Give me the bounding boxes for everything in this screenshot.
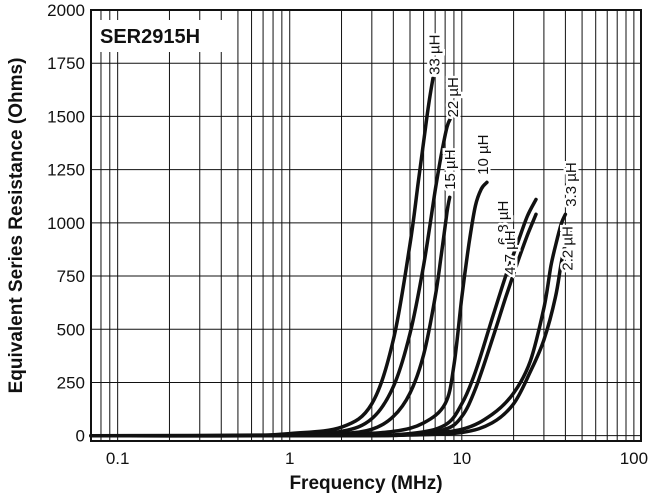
series-label: 22 µH [445, 77, 462, 117]
y-tick-label: 1250 [47, 161, 85, 180]
series-line [89, 116, 453, 438]
y-tick-label: 1000 [47, 214, 85, 233]
series-label: 4.7 µH [502, 230, 519, 274]
x-tick-labels: 0.1 1 10 100 [106, 449, 648, 468]
y-tick-label: 1750 [47, 54, 85, 73]
x-tick-label: 1 [285, 449, 294, 468]
series-label: 33 µH [426, 35, 443, 75]
series-label: 10 µH [475, 135, 492, 175]
series-line [89, 180, 489, 438]
grid [91, 9, 641, 441]
y-tick-label: 0 [76, 427, 85, 446]
series-lines [89, 76, 575, 438]
chart-title-group: SER2915H [95, 20, 223, 52]
x-axis-title: Frequency (MHz) [289, 473, 442, 494]
y-tick-label: 250 [57, 373, 85, 392]
chart-title: SER2915H [100, 26, 200, 48]
x-tick-label: 0.1 [106, 449, 130, 468]
series-line [89, 212, 568, 438]
y-tick-label: 1500 [47, 107, 85, 126]
y-tick-labels: 0 250 500 750 1000 1250 1500 1750 2000 [47, 1, 85, 446]
series-label: 3.3 µH [563, 162, 580, 207]
series-line [89, 225, 575, 438]
y-tick-label: 2000 [47, 1, 85, 20]
y-tick-label: 500 [57, 320, 85, 339]
x-tick-label: 10 [452, 449, 471, 468]
y-axis-title: Equivalent Series Resistance (Ohms) [6, 58, 27, 394]
x-tick-label: 100 [620, 449, 648, 468]
plot-frame [90, 9, 642, 442]
series-label: 15 µH [442, 149, 459, 189]
series-label: 6.8 µH [495, 201, 512, 246]
chart-title-background [95, 20, 223, 52]
series-label: 2.2 µH [560, 226, 577, 271]
y-tick-label: 750 [57, 267, 85, 286]
series-line [89, 195, 452, 438]
